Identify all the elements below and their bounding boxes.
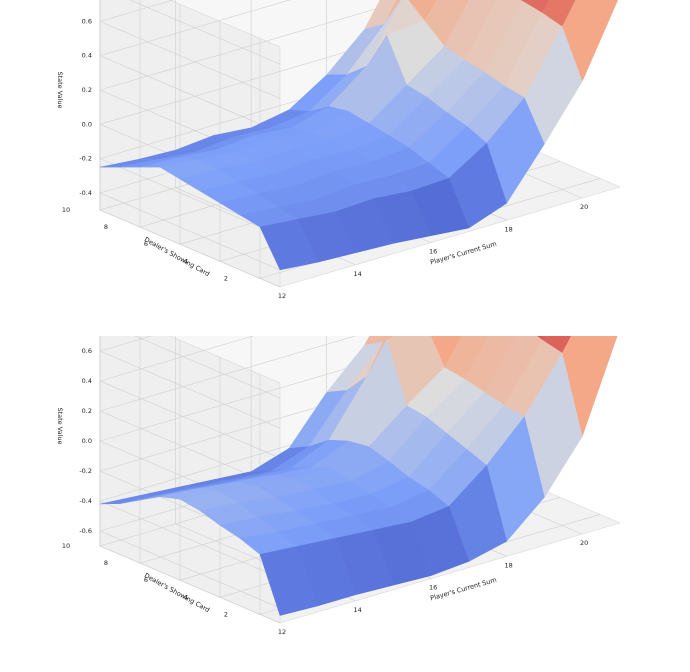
z-tick-label: 0.4 bbox=[82, 52, 92, 60]
z-tick-label: 0.0 bbox=[82, 437, 92, 445]
y-tick-label: 2 bbox=[224, 610, 228, 618]
x-tick-label: 18 bbox=[505, 225, 513, 233]
x-tick-label: 20 bbox=[580, 539, 588, 547]
grid-line bbox=[99, 0, 291, 133]
z-axis-label: State Value bbox=[56, 407, 64, 444]
z-tick-label: 0.2 bbox=[82, 407, 92, 415]
surface bbox=[99, 0, 619, 271]
surface-facet bbox=[259, 219, 319, 271]
y-tick-label: 8 bbox=[104, 223, 108, 231]
z-axis: -0.6-0.4-0.20.00.20.40.60.8State Value bbox=[56, 347, 92, 535]
y-tick-label: 6 bbox=[144, 240, 148, 248]
x-tick-label: 12 bbox=[278, 628, 286, 636]
grid-line bbox=[99, 336, 357, 489]
z-axis-label: State Value bbox=[56, 71, 64, 108]
y-tick-label: 2 bbox=[224, 274, 228, 282]
z-tick-label: 0.6 bbox=[82, 17, 92, 25]
z-tick-label: -0.2 bbox=[79, 155, 92, 163]
no-usable-ace-chart: No Usable Ace-0.6-0.4-0.20.00.20.40.60.8… bbox=[56, 336, 621, 636]
surface-facet bbox=[259, 546, 319, 616]
y-tick-label: 10 bbox=[62, 542, 70, 550]
x-tick-label: 12 bbox=[278, 292, 286, 300]
y-tick-label: 10 bbox=[62, 206, 70, 214]
z-tick-label: -0.4 bbox=[79, 497, 92, 505]
x-tick-label: 16 bbox=[429, 248, 437, 256]
grid-line bbox=[99, 336, 281, 429]
y-tick-label: 4 bbox=[184, 593, 188, 601]
x-tick-label: 16 bbox=[429, 584, 437, 592]
z-tick-label: -0.6 bbox=[79, 527, 92, 535]
z-tick-label: -0.4 bbox=[79, 189, 92, 197]
x-axis-label: Player's Current Sum bbox=[429, 240, 497, 267]
z-tick-label: 0.2 bbox=[82, 86, 92, 94]
surface bbox=[99, 336, 618, 616]
z-tick-label: 0.6 bbox=[82, 347, 92, 355]
y-tick-label: 8 bbox=[104, 559, 108, 567]
x-tick-label: 14 bbox=[353, 270, 361, 278]
y-tick-label: 6 bbox=[144, 576, 148, 584]
y-tick-label: 4 bbox=[184, 257, 188, 265]
x-tick-label: 20 bbox=[580, 203, 588, 211]
grid-line bbox=[134, 336, 281, 399]
z-tick-label: 0.0 bbox=[82, 120, 92, 128]
x-tick-label: 18 bbox=[505, 561, 513, 569]
grid-line bbox=[129, 0, 281, 65]
grid-line bbox=[99, 336, 281, 459]
z-axis: -0.4-0.20.00.20.40.60.8State Value bbox=[56, 17, 92, 197]
x-axis-label: Player's Current Sum bbox=[429, 576, 497, 603]
z-tick-label: -0.2 bbox=[79, 467, 92, 475]
x-tick-label: 14 bbox=[353, 606, 361, 614]
z-tick-label: 0.4 bbox=[82, 377, 92, 385]
usable-ace-chart: Usable Ace-0.4-0.20.00.20.40.60.8State V… bbox=[56, 0, 621, 300]
grid-line bbox=[99, 0, 281, 99]
